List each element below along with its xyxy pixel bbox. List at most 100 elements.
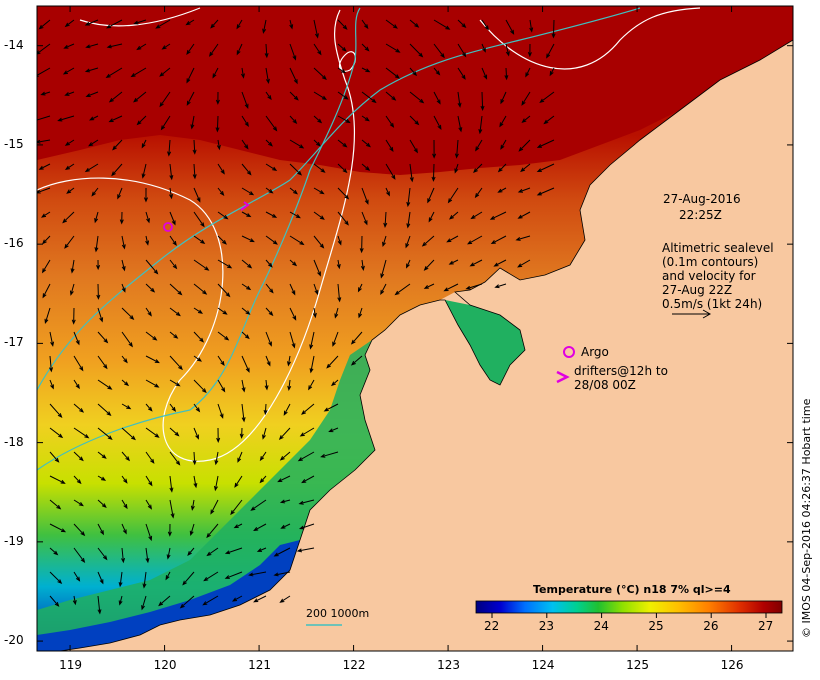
velocity-arrow: [91, 187, 99, 197]
velocity-arrow: [361, 211, 368, 226]
drifters-label-2: 28/08 00Z: [574, 378, 636, 392]
lat-tick-label: -16: [4, 236, 24, 251]
velocity-arrow: [88, 139, 99, 147]
velocity-arrow: [446, 235, 459, 243]
velocity-arrow: [237, 451, 243, 463]
drifter-marker: [240, 201, 250, 211]
velocity-arrow: [169, 235, 177, 246]
velocity-arrow: [145, 283, 156, 293]
velocity-arrow: [64, 19, 75, 28]
velocity-arrow: [481, 19, 489, 31]
velocity-arrow: [73, 427, 90, 439]
velocity-arrow: [97, 427, 113, 440]
velocity-arrow: [169, 331, 179, 339]
sealevel-contour: [37, 9, 356, 462]
velocity-arrow: [289, 211, 301, 219]
velocity-arrow: [217, 211, 229, 220]
colorbar-ticks: [491, 613, 767, 618]
velocity-arrow: [185, 19, 195, 26]
velocity-arrow: [121, 355, 128, 364]
velocity-arrow: [73, 547, 86, 563]
velocity-arrow: [289, 19, 294, 30]
velocity-arrow: [337, 19, 348, 30]
velocity-arrow: [279, 595, 291, 603]
velocity-arrow: [406, 211, 411, 229]
velocity-arrow: [121, 379, 130, 387]
velocity-arrow: [298, 523, 315, 530]
velocity-arrow: [49, 451, 60, 463]
colorbar-tick-label: 24: [593, 619, 609, 633]
velocity-arrow: [521, 91, 531, 106]
velocity-arrow: [543, 115, 555, 125]
colorbar-tick-label: 25: [648, 619, 664, 633]
velocity-arrow: [470, 211, 483, 220]
velocity-arrow: [155, 19, 171, 29]
velocity-arrow: [337, 91, 349, 100]
velocity-arrow: [337, 163, 348, 174]
velocity-arrow: [409, 139, 418, 154]
axis-ticks: [37, 6, 793, 651]
velocity-arrow: [208, 43, 219, 57]
velocity-arrow: [457, 91, 462, 108]
velocity-arrow: [454, 163, 459, 174]
velocity-arrow: [517, 259, 531, 268]
velocity-arrow: [465, 283, 483, 290]
velocity-arrow: [167, 139, 172, 157]
velocity-arrow: [289, 67, 298, 85]
velocity-arrow: [481, 43, 486, 53]
velocity-arrow: [265, 187, 274, 194]
velocity-arrow: [265, 67, 270, 85]
velocity-arrow: [380, 259, 387, 279]
velocity-arrow: [186, 67, 195, 84]
velocity-arrow: [96, 259, 101, 271]
velocity-arrow: [385, 187, 390, 197]
velocity-arrow: [143, 187, 148, 203]
velocity-arrow: [214, 475, 219, 492]
argo-legend-icon: [563, 346, 575, 358]
velocity-arrow: [192, 139, 197, 155]
velocity-arrow: [192, 451, 197, 466]
velocity-arrow: [337, 115, 351, 124]
velocity-arrow: [37, 115, 51, 121]
lat-tick-label: -18: [4, 434, 24, 449]
velocity-arrow: [108, 91, 123, 103]
velocity-arrow: [105, 67, 123, 78]
velocity-arrow: [214, 451, 219, 466]
velocity-arrow: [241, 187, 255, 196]
velocity-arrow: [89, 115, 99, 121]
coastal-blue-band: [37, 540, 300, 651]
velocity-arrow: [385, 67, 400, 79]
velocity-arrow: [256, 547, 267, 552]
velocity-arrow: [520, 163, 531, 173]
velocity-arrow: [296, 547, 315, 553]
velocity-arrow: [337, 283, 342, 303]
colorbar-tick-label: 23: [538, 619, 555, 633]
velocity-arrow: [230, 499, 243, 516]
velocity-arrow: [361, 139, 371, 148]
velocity-arrow: [41, 259, 51, 274]
velocity-arrow: [457, 19, 467, 29]
velocity-arrow: [280, 523, 291, 529]
velocity-arrow: [323, 403, 339, 412]
velocity-arrow: [289, 235, 305, 246]
velocity-arrow: [159, 67, 171, 77]
velocity-arrow: [145, 355, 160, 364]
velocity-arrow: [186, 91, 195, 106]
velocity-arrow: [289, 307, 297, 321]
velocity-arrow: [337, 235, 342, 246]
velocity-arrow: [212, 67, 219, 79]
velocity-arrow: [500, 91, 507, 105]
velocity-arrow: [385, 115, 395, 128]
velocity-arrow: [525, 67, 531, 78]
velocity-arrow: [145, 331, 158, 341]
colorbar-tick-label: 22: [484, 619, 500, 633]
velocity-arrow: [385, 19, 398, 29]
velocity-arrow: [161, 43, 171, 50]
velocity-arrow: [141, 139, 147, 149]
velocity-arrow: [97, 547, 108, 561]
velocity-arrow: [117, 187, 123, 200]
velocity-arrow: [273, 571, 291, 577]
velocity-arrow: [308, 379, 315, 391]
velocity-arrow: [64, 235, 75, 249]
velocity-arrow: [337, 43, 347, 52]
